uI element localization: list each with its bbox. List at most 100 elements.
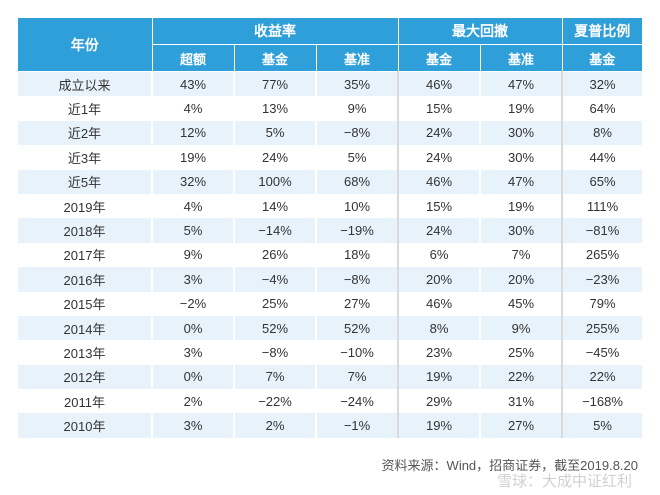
fund-return-cell: −14% [234, 218, 317, 243]
fund-return-cell: 26% [234, 242, 317, 268]
benchmark-return-cell: −10% [316, 340, 400, 365]
benchmark-drawdown-cell: 27% [480, 413, 564, 438]
year-cell: 2012年 [18, 364, 153, 390]
excess-return-cell: 19% [152, 145, 235, 170]
fund-drawdown-cell: 24% [398, 218, 482, 243]
fund-sharpe-cell: −81% [562, 218, 643, 243]
table-row: 2012年 0% 7% 7% 19% 22% 22% [18, 364, 643, 390]
year-cell: 近1年 [18, 96, 153, 121]
header-sub-excess: 超额 [152, 44, 235, 72]
benchmark-drawdown-cell: 7% [480, 242, 564, 268]
fund-sharpe-cell: 64% [589, 101, 616, 117]
source-note: 资料来源：Wind，招商证券，截至2019.8.20 [381, 458, 638, 473]
benchmark-return-cell: 68% [316, 169, 400, 194]
year-cell: 近5年 [18, 169, 153, 194]
fund-sharpe-cell: 265% [585, 247, 620, 263]
fund-return-cell: 14% [234, 193, 317, 219]
benchmark-drawdown-cell: 30% [480, 218, 564, 243]
header-group-drawdown: 最大回撤 [398, 18, 563, 45]
table-row: 2010年 3% 2% −1% 19% 27% 5% [18, 413, 643, 438]
benchmark-drawdown-cell: 30% [480, 120, 564, 146]
benchmark-drawdown-cell: 19% [480, 193, 564, 219]
excess-return-cell: 5% [152, 218, 235, 243]
fund-return-cell: 2% [234, 413, 317, 438]
fund-sharpe-cell: 65% [562, 169, 643, 194]
year-cell: 2015年 [18, 291, 153, 316]
header-sub-fund: 基金 [562, 44, 643, 72]
fund-drawdown-cell: 24% [398, 145, 482, 170]
benchmark-drawdown-cell: 30% [480, 145, 564, 170]
fund-sharpe-cell: −168% [582, 393, 623, 409]
benchmark-drawdown-cell: 9% [480, 315, 564, 341]
header-year: 年份 [18, 18, 153, 72]
year-cell: 成立以来 [18, 71, 153, 97]
fund-return-cell: 25% [234, 291, 317, 316]
excess-return-cell: 2% [152, 389, 235, 414]
table-row: 2013年 3% −8% −10% 23% 25% −45% [18, 340, 642, 365]
table-row: 成立以来 43% 77% 35% 46% 47% 32% [18, 71, 643, 97]
fund-drawdown-cell: 46% [398, 291, 482, 316]
fund-drawdown-cell: 29% [398, 389, 482, 414]
excess-return-cell: 0% [152, 364, 235, 390]
header-group-return: 收益率 [152, 18, 399, 45]
fund-return-cell: −22% [234, 389, 317, 414]
excess-return-cell: 32% [152, 169, 235, 194]
year-cell: 2014年 [18, 315, 153, 341]
excess-return-cell: 3% [152, 413, 235, 438]
excess-return-cell: −2% [152, 291, 235, 316]
benchmark-return-cell: 7% [316, 364, 400, 390]
fund-drawdown-cell: 19% [398, 413, 482, 438]
year-cell: 2016年 [18, 267, 153, 292]
benchmark-drawdown-cell: 20% [480, 267, 564, 292]
benchmark-return-cell: 27% [316, 291, 400, 316]
benchmark-return-cell: 9% [316, 96, 400, 121]
year-cell: 2017年 [18, 242, 153, 268]
excess-return-cell: 9% [152, 242, 235, 268]
benchmark-drawdown-cell: 45% [480, 291, 564, 316]
benchmark-drawdown-cell: 47% [480, 71, 564, 97]
fund-sharpe-cell: 111% [586, 198, 619, 214]
year-cell: 2011年 [18, 389, 153, 414]
benchmark-drawdown-cell: 19% [480, 96, 564, 121]
year-cell: 2019年 [18, 193, 153, 219]
fund-return-cell: 7% [234, 364, 317, 390]
excess-return-cell: 0% [152, 315, 235, 341]
fund-return-cell: 5% [234, 120, 317, 146]
table-body: 成立以来 43% 77% 35% 46% 47% 32% 近1年 4% 13% 9% 15% 19% 64… [18, 71, 643, 438]
excess-return-cell: 4% [152, 96, 235, 121]
table-row: 2017年 9% 26% 18% 6% 7% 265% [18, 242, 642, 268]
table-row: 近3年 19% 24% 5% 24% 30% 44% [18, 145, 642, 170]
performance-table-container: 年份 收益率 最大回撤 夏普比例 超额 基金 基准 基金 基准 基金 成立以来 4… [18, 18, 643, 438]
fund-return-cell: −4% [234, 267, 317, 292]
excess-return-cell: 43% [152, 71, 235, 97]
table-row: 2019年 4% 14% 10% 15% 19% 111% [18, 193, 642, 219]
benchmark-return-cell: 35% [316, 71, 400, 97]
fund-sharpe-cell: 32% [562, 71, 643, 97]
table-row: 近1年 4% 13% 9% 15% 19% 64% [18, 96, 642, 121]
fund-sharpe-cell: 5% [562, 413, 643, 438]
table-row: 2011年 2% −22% −24% 29% 31% −168% [18, 389, 642, 414]
fund-drawdown-cell: 46% [398, 71, 482, 97]
benchmark-return-cell: −8% [316, 120, 400, 146]
excess-return-cell: 3% [152, 340, 235, 365]
benchmark-drawdown-cell: 22% [480, 364, 564, 390]
fund-sharpe-cell: 44% [589, 149, 616, 165]
table-row: 2018年 5% −14% −19% 24% 30% −81% [18, 218, 643, 243]
fund-drawdown-cell: 15% [398, 96, 482, 121]
fund-sharpe-cell: 79% [589, 296, 616, 312]
fund-sharpe-cell: 255% [562, 315, 643, 341]
excess-return-cell: 12% [152, 120, 235, 146]
fund-drawdown-cell: 15% [398, 193, 482, 219]
benchmark-return-cell: 52% [316, 315, 400, 341]
benchmark-return-cell: 10% [316, 193, 400, 219]
year-cell: 近3年 [18, 145, 153, 170]
year-cell: 2010年 [18, 413, 153, 438]
table-row: 2015年 −2% 25% 27% 46% 45% 79% [18, 291, 642, 316]
table-row: 近5年 32% 100% 68% 46% 47% 65% [18, 169, 643, 194]
fund-return-cell: 13% [234, 96, 317, 121]
year-cell: 2013年 [18, 340, 153, 365]
benchmark-drawdown-cell: 25% [480, 340, 564, 365]
fund-return-cell: 52% [234, 315, 317, 341]
year-cell: 2018年 [18, 218, 153, 243]
fund-sharpe-cell: −45% [585, 344, 620, 360]
